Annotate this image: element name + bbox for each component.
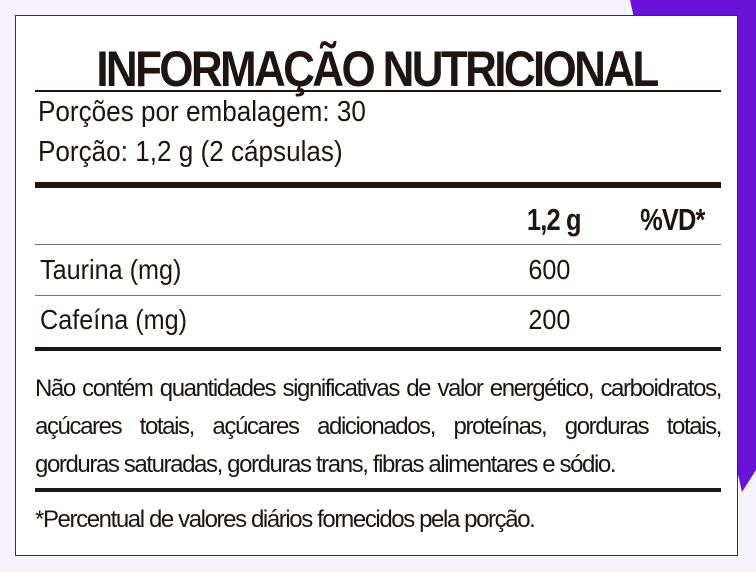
row-divider — [35, 295, 721, 296]
thick-divider — [35, 182, 721, 188]
nutrition-facts-label: INFORMAÇÃO NUTRICIONAL Porções por embal… — [15, 15, 738, 556]
title-divider — [35, 90, 721, 92]
label-title: INFORMAÇÃO NUTRICIONAL — [96, 41, 659, 97]
header-amount: 1,2 g — [526, 202, 582, 237]
nutrient-name: Cafeína (mg) — [40, 304, 188, 335]
thick-divider — [35, 488, 721, 492]
servings-per-package: Porções por embalagem: 30 — [38, 96, 366, 128]
serving-size: Porção: 1,2 g (2 cápsulas) — [38, 136, 343, 168]
thick-divider — [35, 347, 721, 351]
nutrient-amount: 200 — [528, 304, 571, 335]
row-divider — [35, 244, 721, 245]
not-significant-note: Não contém quantidades significativas de… — [35, 375, 722, 478]
nutrient-name: Taurina (mg) — [40, 254, 182, 285]
nutrient-amount: 600 — [528, 254, 571, 285]
footnote: *Percentual de valores diários fornecido… — [35, 506, 536, 533]
header-dv: %VD* — [640, 202, 705, 237]
